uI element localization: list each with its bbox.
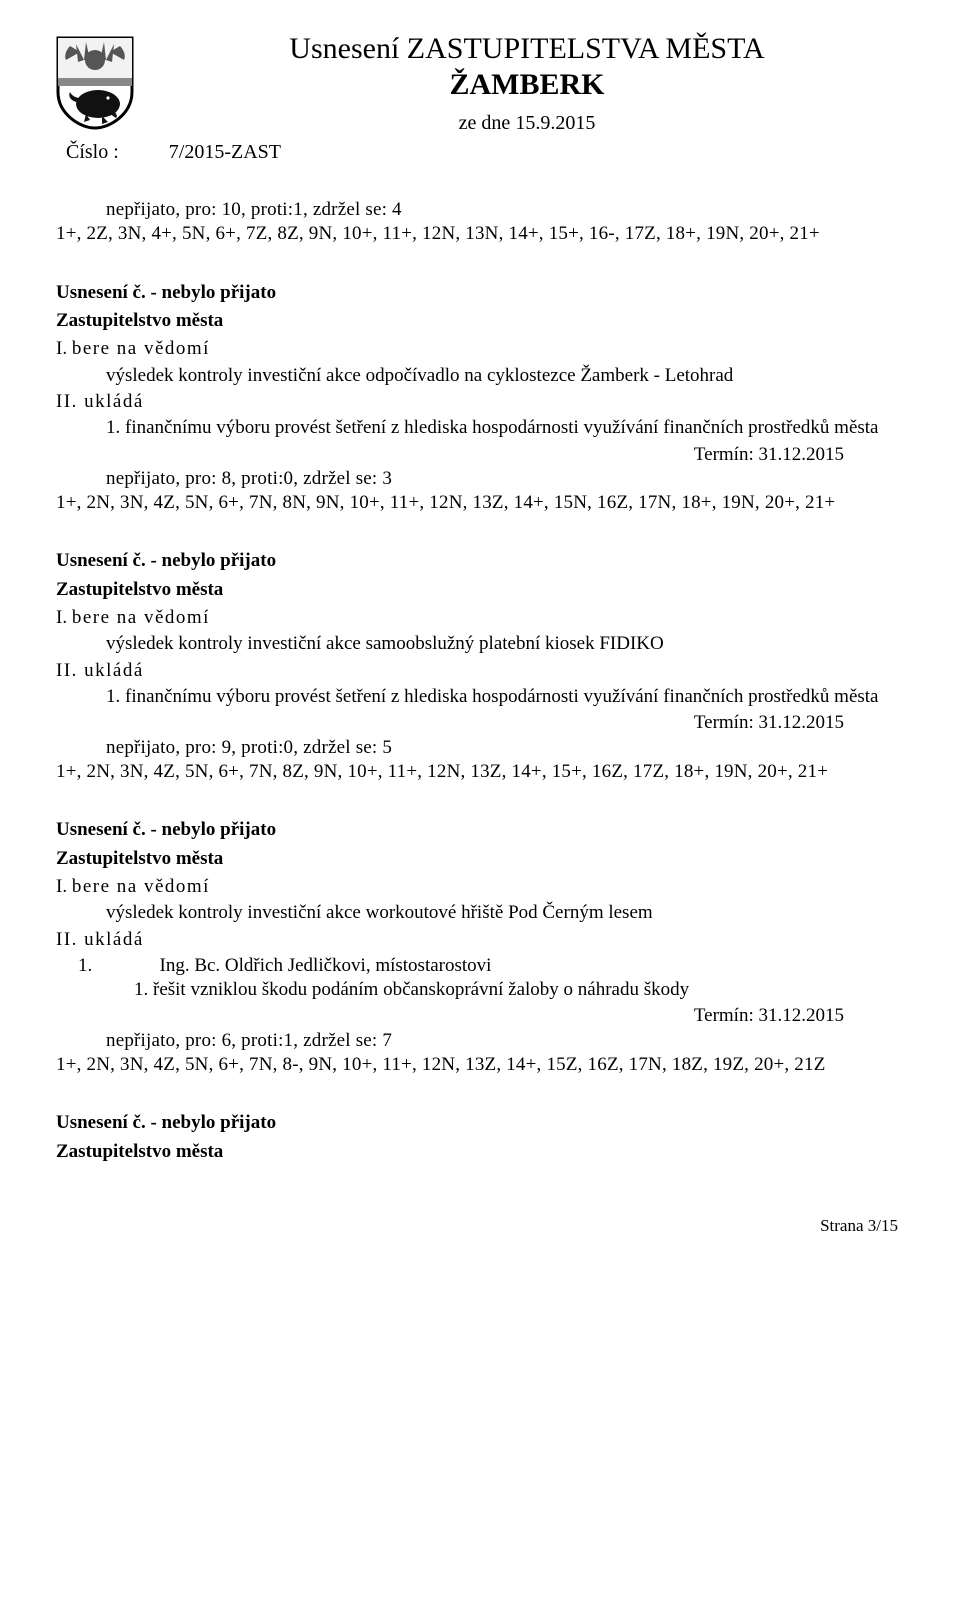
roman-numeral: I. bbox=[56, 607, 67, 628]
uklada-label: II. ukládá bbox=[56, 660, 144, 681]
vote-summary: nepřijato, pro: 9, proti:0, zdržel se: 5 bbox=[106, 736, 904, 760]
resolution-block: Usnesení č. - nebylo přijato Zastupitels… bbox=[56, 281, 904, 516]
roman-numeral: I. bbox=[56, 338, 67, 359]
result-text: výsledek kontroly investiční akce odpočí… bbox=[106, 364, 904, 388]
result-text: výsledek kontroly investiční akce samoob… bbox=[106, 632, 904, 656]
city-crest-icon bbox=[56, 36, 134, 130]
doc-number-value: 7/2015-ZAST bbox=[169, 141, 281, 163]
resolution-block: Usnesení č. - nebylo přijato Zastupitels… bbox=[56, 818, 904, 1077]
roman-phrase: bere na vědomí bbox=[72, 338, 210, 359]
title-line-2: ŽAMBERK bbox=[150, 68, 904, 102]
resolution-heading: Usnesení č. - nebylo přijato bbox=[56, 281, 904, 305]
vote-detail: 1+, 2N, 3N, 4Z, 5N, 6+, 7N, 8N, 9N, 10+,… bbox=[56, 491, 904, 515]
top-vote-block: nepřijato, pro: 10, proti:1, zdržel se: … bbox=[56, 198, 904, 247]
document-number: Číslo : 7/2015-ZAST bbox=[66, 141, 904, 164]
title-line-1: Usnesení ZASTUPITELSTVA MĚSTA bbox=[150, 32, 904, 66]
vote-detail: 1+, 2N, 3N, 4Z, 5N, 6+, 7N, 8Z, 9N, 10+,… bbox=[56, 760, 904, 784]
vote-detail: 1+, 2N, 3N, 4Z, 5N, 6+, 7N, 8-, 9N, 10+,… bbox=[56, 1053, 904, 1077]
task-text: 1. finančnímu výboru provést šetření z h… bbox=[134, 685, 904, 709]
body-label: Zastupitelstvo města bbox=[56, 847, 904, 871]
uklada-label: II. ukládá bbox=[56, 929, 144, 950]
page-footer: Strana 3/15 bbox=[56, 1216, 904, 1236]
resolution-heading: Usnesení č. - nebylo přijato bbox=[56, 1111, 904, 1135]
roman-numeral: I. bbox=[56, 876, 67, 897]
resolution-block: Usnesení č. - nebylo přijato Zastupitels… bbox=[56, 549, 904, 784]
result-text: výsledek kontroly investiční akce workou… bbox=[106, 901, 904, 925]
roman-phrase: bere na vědomí bbox=[72, 607, 210, 628]
roman-line: I. bere na vědomí bbox=[56, 337, 904, 361]
vote-summary: nepřijato, pro: 8, proti:0, zdržel se: 3 bbox=[106, 467, 904, 491]
top-vote-summary: nepřijato, pro: 10, proti:1, zdržel se: … bbox=[106, 198, 904, 222]
vote-summary: nepřijato, pro: 6, proti:1, zdržel se: 7 bbox=[106, 1029, 904, 1053]
task-text: 1. řešit vzniklou škodu podáním občansko… bbox=[134, 978, 904, 1002]
roman-phrase: bere na vědomí bbox=[72, 876, 210, 897]
body-label: Zastupitelstvo města bbox=[56, 1140, 904, 1164]
task-text: 1. finančnímu výboru provést šetření z h… bbox=[134, 416, 904, 440]
term-line: Termín: 31.12.2015 bbox=[56, 1004, 904, 1028]
term-line: Termín: 31.12.2015 bbox=[56, 443, 904, 467]
body-label: Zastupitelstvo města bbox=[56, 309, 904, 333]
resolution-block-trailing: Usnesení č. - nebylo přijato Zastupitels… bbox=[56, 1111, 904, 1164]
resolution-heading: Usnesení č. - nebylo přijato bbox=[56, 818, 904, 842]
assignee-name: Ing. Bc. Oldřich Jedličkovi, místostaros… bbox=[160, 955, 492, 976]
date-prefix: ze dne bbox=[459, 112, 511, 134]
document-header: Usnesení ZASTUPITELSTVA MĚSTA ŽAMBERK ze… bbox=[56, 36, 904, 135]
term-line: Termín: 31.12.2015 bbox=[56, 711, 904, 735]
roman-line: I. bere na vědomí bbox=[56, 875, 904, 899]
resolution-heading: Usnesení č. - nebylo přijato bbox=[56, 549, 904, 573]
top-vote-detail: 1+, 2Z, 3N, 4+, 5N, 6+, 7Z, 8Z, 9N, 10+,… bbox=[56, 222, 904, 246]
date-line: ze dne 15.9.2015 bbox=[150, 112, 904, 135]
roman-line: I. bere na vědomí bbox=[56, 606, 904, 630]
header-title-block: Usnesení ZASTUPITELSTVA MĚSTA ŽAMBERK ze… bbox=[150, 36, 904, 135]
body-label: Zastupitelstvo města bbox=[56, 578, 904, 602]
assignee-line: 1. Ing. Bc. Oldřich Jedličkovi, místosta… bbox=[78, 954, 904, 978]
assignee-ordinal: 1. bbox=[78, 954, 102, 978]
uklada-label: II. ukládá bbox=[56, 391, 144, 412]
doc-number-label: Číslo : bbox=[66, 141, 119, 163]
date-value: 15.9.2015 bbox=[515, 112, 595, 134]
